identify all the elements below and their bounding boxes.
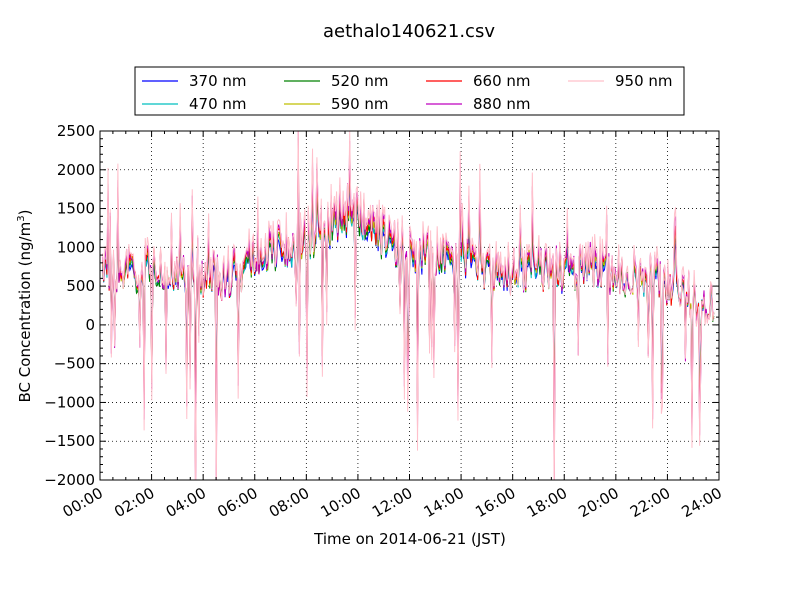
- legend-label: 950 nm: [615, 72, 673, 90]
- series-group: [102, 131, 715, 480]
- x-tick-label: 22:00: [627, 484, 673, 521]
- x-tick-label: 04:00: [163, 484, 209, 521]
- y-tick-label: 2500: [57, 122, 95, 140]
- y-tick-label: 0: [85, 316, 95, 334]
- y-axis-label: BC Concentration (ng/m3): [16, 210, 34, 403]
- y-axis-label-sup: 3: [16, 215, 27, 221]
- y-tick-label: −1500: [44, 432, 95, 450]
- x-tick-label: 24:00: [679, 484, 725, 521]
- x-tick-label: 20:00: [575, 484, 621, 521]
- legend-item: 370 nm: [142, 72, 247, 90]
- legend: 370 nm 470 nm 520 nm 590 nm 660 nm 880 nm 950 …: [134, 66, 685, 116]
- x-tick-label: 16:00: [472, 484, 518, 521]
- x-tick-label: 08:00: [266, 484, 312, 521]
- x-axis-label: Time on 2014-06-21 (JST): [313, 530, 506, 548]
- y-tick-label: 1500: [57, 200, 95, 218]
- x-tick-label: 06:00: [214, 484, 260, 521]
- legend-item: 470 nm: [142, 95, 247, 113]
- y-axis-label-end: ): [16, 210, 34, 216]
- x-tick-label: 00:00: [60, 484, 106, 521]
- legend-label: 660 nm: [473, 72, 531, 90]
- legend-item: 880 nm: [426, 95, 531, 113]
- y-axis-label-main: BC Concentration (ng/m: [16, 222, 34, 403]
- x-tick-label: 02:00: [111, 484, 157, 521]
- x-tick-label: 18:00: [524, 484, 570, 521]
- y-tick-label: 2000: [57, 161, 95, 179]
- x-tick-labels: 00:00 02:00 04:00 06:00 08:00 10:00 12:00 14:00…: [60, 484, 725, 521]
- legend-label: 590 nm: [331, 95, 389, 113]
- chart-title: aethalo140621.csv: [323, 21, 495, 42]
- series-line-950-nm: [102, 131, 715, 480]
- x-tick-label: 14:00: [421, 484, 467, 521]
- legend-item: 520 nm: [284, 72, 389, 90]
- legend-label: 880 nm: [473, 95, 531, 113]
- legend-item: 950 nm: [568, 72, 673, 90]
- legend-frame: [134, 66, 685, 116]
- legend-label: 470 nm: [189, 95, 247, 113]
- x-tick-label: 10:00: [317, 484, 363, 521]
- y-tick-label: −500: [54, 355, 95, 373]
- y-tick-labels: −2000 −1500 −1000 −500 0 500 1000 1500 2000 2500: [44, 122, 95, 489]
- y-tick-label: 1000: [57, 238, 95, 256]
- legend-label: 520 nm: [331, 72, 389, 90]
- ticks: [99, 130, 720, 481]
- legend-item: 660 nm: [426, 72, 531, 90]
- y-tick-label: −1000: [44, 393, 95, 411]
- x-tick-label: 12:00: [369, 484, 415, 521]
- y-tick-label: 500: [66, 277, 95, 295]
- y-tick-label: −2000: [44, 471, 95, 489]
- legend-label: 370 nm: [189, 72, 247, 90]
- legend-item: 590 nm: [284, 95, 389, 113]
